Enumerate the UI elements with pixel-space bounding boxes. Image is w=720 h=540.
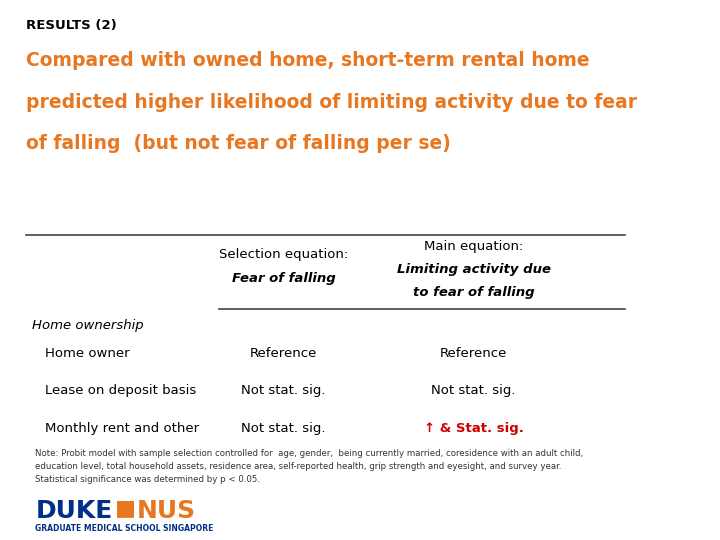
- Text: Lease on deposit basis: Lease on deposit basis: [45, 384, 197, 397]
- Text: Reference: Reference: [440, 347, 508, 360]
- Text: Not stat. sig.: Not stat. sig.: [241, 422, 326, 435]
- Text: ■: ■: [114, 498, 136, 518]
- Text: RESULTS (2): RESULTS (2): [26, 19, 117, 32]
- Text: of falling  (but not fear of falling per se): of falling (but not fear of falling per …: [26, 134, 451, 153]
- Text: Limiting activity due: Limiting activity due: [397, 263, 551, 276]
- Text: predicted higher likelihood of limiting activity due to fear: predicted higher likelihood of limiting …: [26, 93, 637, 112]
- Text: DUKE: DUKE: [35, 500, 113, 523]
- Text: Not stat. sig.: Not stat. sig.: [241, 384, 326, 397]
- Text: Reference: Reference: [250, 347, 318, 360]
- Text: NUS: NUS: [137, 500, 196, 523]
- Text: to fear of falling: to fear of falling: [413, 286, 534, 299]
- Text: Selection equation:: Selection equation:: [219, 248, 348, 261]
- Text: Main equation:: Main equation:: [424, 240, 523, 253]
- Text: Home ownership: Home ownership: [32, 319, 144, 332]
- Text: ↑ & Stat. sig.: ↑ & Stat. sig.: [424, 422, 523, 435]
- Text: Compared with owned home, short-term rental home: Compared with owned home, short-term ren…: [26, 51, 590, 70]
- Text: Home owner: Home owner: [45, 347, 130, 360]
- Text: Note: Probit model with sample selection controlled for  age, gender,  being cur: Note: Probit model with sample selection…: [35, 449, 584, 484]
- Text: Fear of falling: Fear of falling: [232, 272, 336, 285]
- Text: Monthly rent and other: Monthly rent and other: [45, 422, 199, 435]
- Text: Not stat. sig.: Not stat. sig.: [431, 384, 516, 397]
- Text: GRADUATE MEDICAL SCHOOL SINGAPORE: GRADUATE MEDICAL SCHOOL SINGAPORE: [35, 524, 214, 533]
